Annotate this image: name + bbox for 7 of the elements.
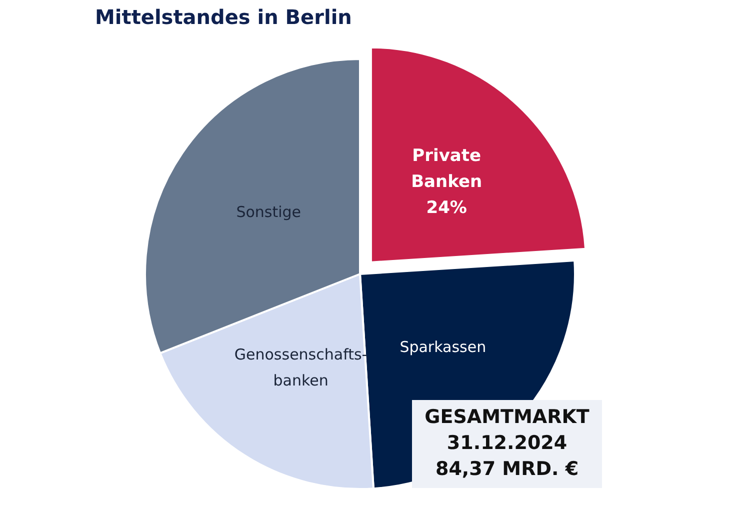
- slice-label: Sonstige: [236, 202, 302, 221]
- text: GESAMTMARKT 31.12.2024 84,37 MRD. €: [424, 406, 590, 480]
- data-label: 24%: [426, 198, 467, 218]
- chart-title: Mittelstandes in Berlin: [95, 5, 352, 29]
- slice-label: Sparkassen: [400, 338, 486, 356]
- slice-label: Private Banken: [411, 146, 482, 192]
- slice-label: Genossenschafts-banken: [234, 345, 368, 390]
